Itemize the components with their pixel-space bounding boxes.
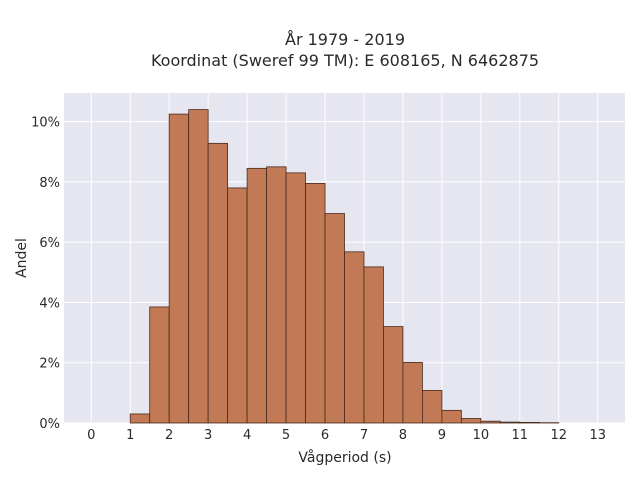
x-tick-label: 1 (126, 428, 134, 443)
y-tick-label: 4% (39, 296, 60, 311)
x-tick-label: 0 (87, 428, 95, 443)
histogram-bar (285, 172, 306, 424)
histogram-bar (305, 183, 326, 424)
x-tick-label: 8 (399, 428, 407, 443)
histogram-bar (480, 420, 501, 424)
x-tick-label: 12 (550, 428, 567, 443)
y-axis-label: Andel (14, 238, 30, 278)
x-tick-label: 6 (321, 428, 329, 443)
histogram-bar (246, 167, 267, 424)
histogram-bar (227, 187, 248, 424)
chart-subtitle: Koordinat (Sweref 99 TM): E 608165, N 64… (151, 51, 539, 70)
x-tick-label: 11 (512, 428, 529, 443)
histogram-bar (460, 418, 482, 424)
histogram-bar (422, 390, 443, 424)
histogram-bar (168, 113, 190, 424)
x-tick-label: 2 (165, 428, 173, 443)
histogram-bar (207, 142, 229, 424)
chart-title: År 1979 - 2019 (285, 30, 405, 49)
histogram-bar (402, 362, 423, 424)
x-axis-label: Vågperiod (s) (298, 449, 391, 466)
x-tick-label: 4 (243, 428, 251, 443)
histogram-bar (149, 306, 170, 424)
y-tick-label: 0% (39, 417, 60, 432)
x-tick-label: 7 (360, 428, 368, 443)
x-tick-label: 9 (438, 428, 446, 443)
y-tick-label: 6% (39, 236, 60, 251)
histogram-bar (344, 251, 365, 424)
y-tick-label: 10% (31, 116, 60, 131)
histogram-bar (363, 266, 384, 424)
x-tick-label: 5 (282, 428, 290, 443)
histogram-bar (499, 421, 521, 424)
histogram-bar (129, 413, 151, 424)
x-tick-label: 10 (473, 428, 490, 443)
x-tick-label: 13 (589, 428, 606, 443)
y-tick-label: 8% (39, 176, 60, 191)
x-axis-ticks: 0 1 2 3 4 5 6 7 8 9 10 11 12 13 (87, 428, 606, 443)
histogram-bar (519, 421, 540, 424)
x-tick-label: 3 (204, 428, 212, 443)
y-tick-label: 2% (39, 357, 60, 372)
histogram-bar (266, 166, 287, 424)
y-axis-ticks: 0% 2% 4% 6% 8% 10% (31, 116, 60, 432)
histogram-bar (188, 109, 209, 424)
histogram-bar (383, 326, 404, 424)
histogram-bar (324, 213, 345, 424)
bars (129, 109, 560, 424)
histogram-bar (441, 409, 462, 424)
